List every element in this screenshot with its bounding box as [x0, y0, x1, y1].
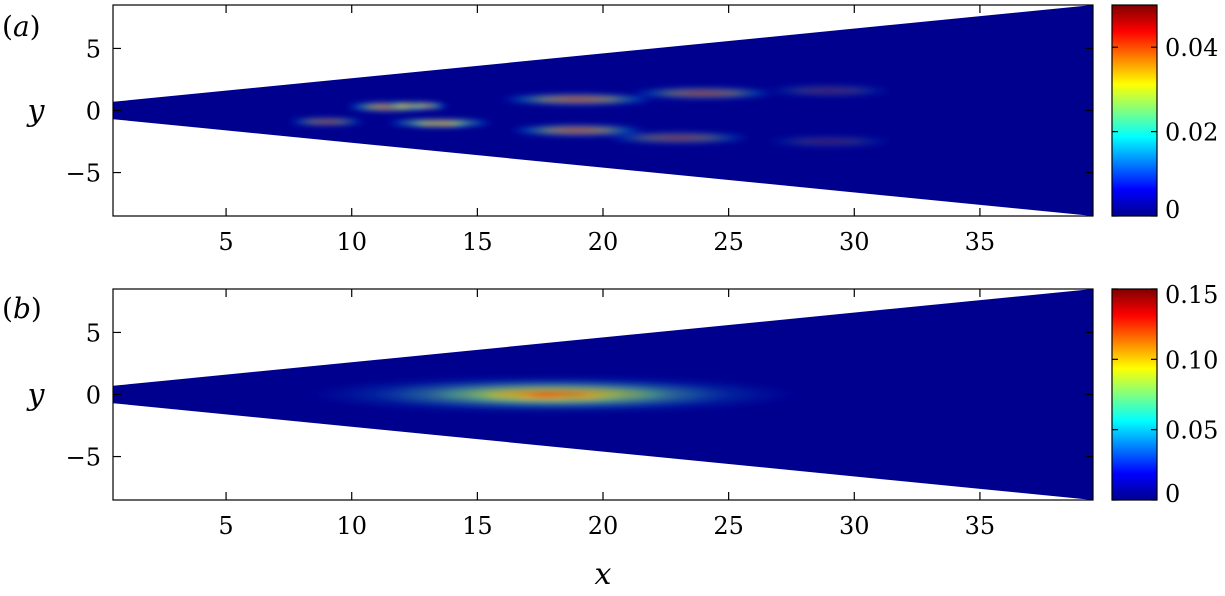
x-tick-label: 35	[965, 228, 996, 256]
y-tick-label: 5	[86, 319, 101, 347]
heatmap-feature-13	[763, 135, 895, 148]
y-tick-label: −5	[66, 444, 101, 472]
y-tick-label: 0	[86, 382, 101, 410]
y-tick-label: −5	[66, 160, 101, 188]
colorbar-tick-label: 0.10	[1165, 346, 1218, 374]
heatmap-feature-4	[497, 392, 588, 401]
x-axis-label: x	[595, 557, 612, 592]
x-tick-label: 20	[588, 512, 619, 540]
colorbar-tick-label: 0.04	[1165, 34, 1218, 62]
x-tick-label: 20	[588, 228, 619, 256]
heatmap-field	[113, 289, 1093, 500]
heatmap-feature-9	[507, 124, 649, 137]
x-tick-label: 5	[218, 228, 233, 256]
heatmap-background	[113, 5, 1093, 216]
x-tick-label: 15	[462, 512, 493, 540]
panel-a: 5 10 15 20 25 30 35 5 0 −5 y (a) 0 0.02 0.04	[2, 4, 1218, 256]
heatmap-feature-7	[427, 122, 468, 126]
heatmap-feature-12	[763, 84, 895, 97]
colorbar-tick-label: 0.15	[1165, 281, 1218, 309]
heatmap-feature-4	[414, 104, 440, 108]
x-tick-label: 30	[839, 228, 870, 256]
x-tick-label: 15	[462, 228, 493, 256]
panel-b: 5 10 15 20 25 30 35 5 0 −5 y x (b) 0 0.05 0.10 0.15	[2, 281, 1218, 592]
x-tick-label: 25	[713, 512, 744, 540]
panel-tag: (b)	[2, 292, 42, 325]
colorbar	[1111, 288, 1158, 501]
x-tick-label: 35	[965, 512, 996, 540]
heatmap-feature-8	[497, 93, 659, 106]
y-axis-label: y	[26, 94, 46, 129]
heatmap-feature-11	[603, 131, 754, 145]
y-tick-label: 0	[86, 98, 101, 126]
heatmap-field	[113, 5, 1093, 216]
heatmap-feature-10	[628, 86, 779, 100]
x-tick-label: 10	[336, 228, 367, 256]
colorbar-tick-label: 0	[1165, 480, 1180, 508]
x-tick-label: 10	[336, 512, 367, 540]
heatmap-feature-0	[286, 117, 367, 127]
colorbar-tick-label: 0.05	[1165, 417, 1218, 445]
y-axis-label: y	[26, 378, 46, 413]
panel-tag: (a)	[2, 10, 41, 43]
x-tick-label: 5	[218, 512, 233, 540]
y-tick-label: 5	[86, 35, 101, 63]
x-tick-label: 25	[713, 228, 744, 256]
colorbar	[1111, 4, 1158, 217]
colorbar-tick-label: 0	[1165, 196, 1180, 224]
colorbar-tick-label: 0.02	[1165, 119, 1218, 147]
x-tick-label: 30	[839, 512, 870, 540]
